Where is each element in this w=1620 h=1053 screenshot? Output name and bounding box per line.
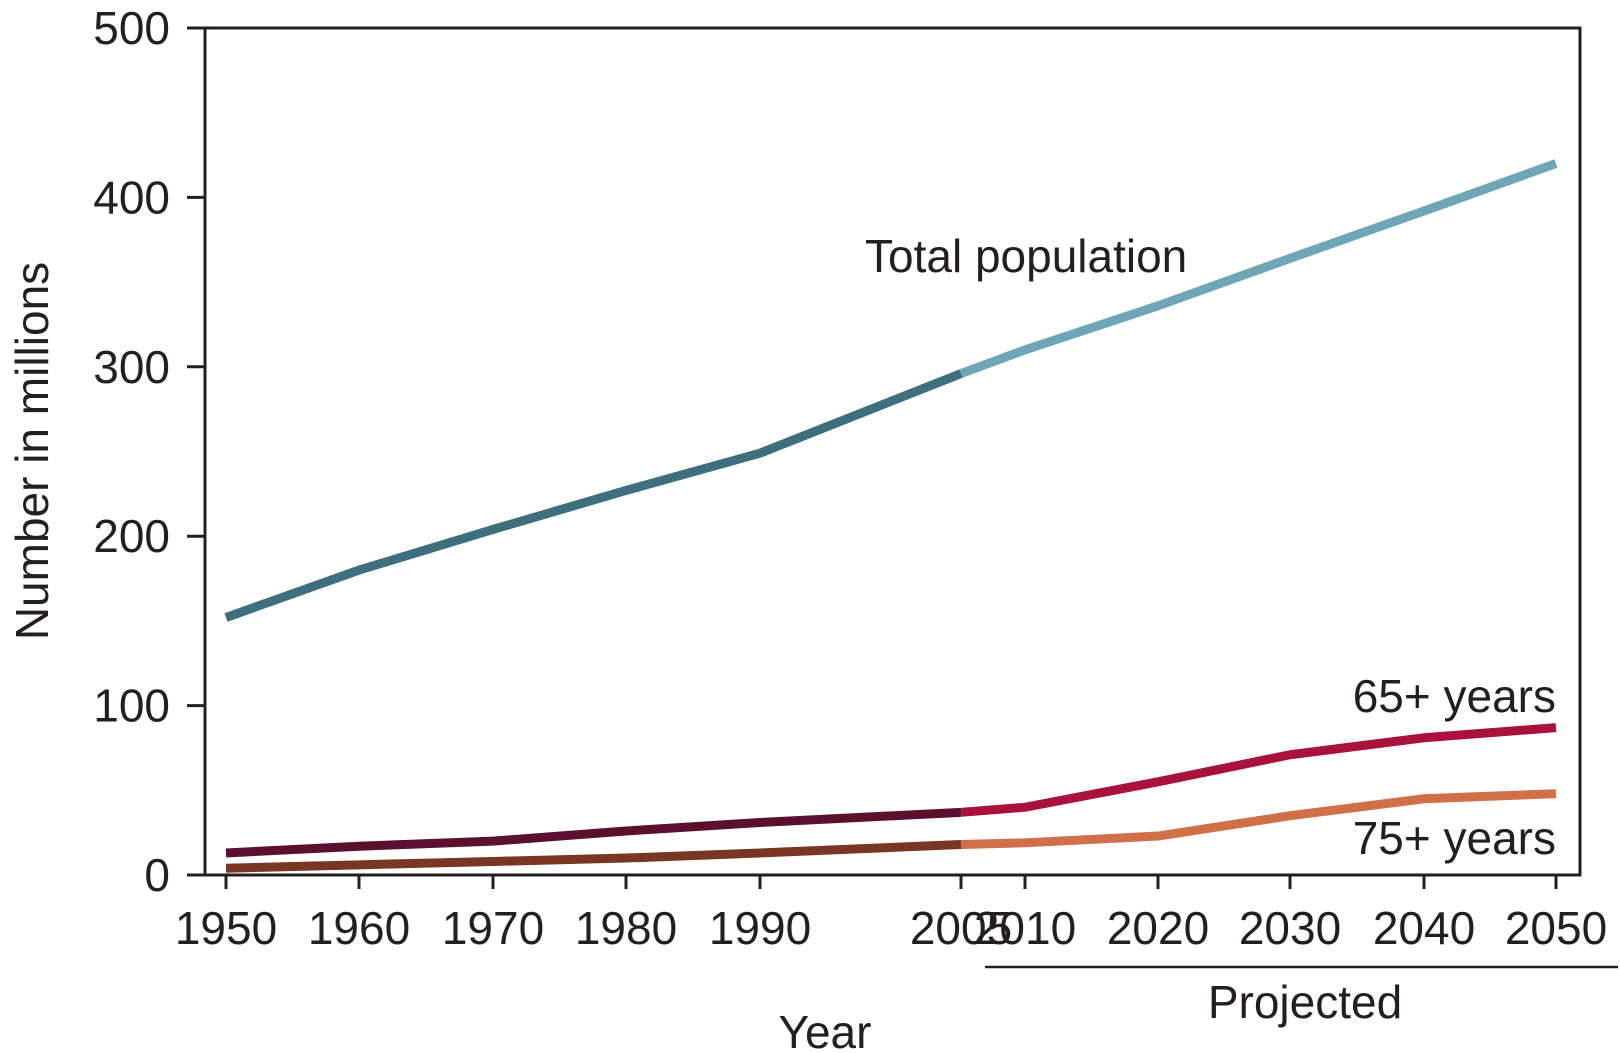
series-line-historical-65-plus-years: [225, 807, 962, 858]
x-tick-label: 2020: [1107, 902, 1209, 954]
series-line-historical-total-population: [224, 369, 963, 622]
x-tick-label: 1980: [575, 902, 677, 954]
x-axis-title: Year: [779, 1006, 872, 1053]
plot-frame: [203, 26, 1582, 877]
series-line-projected-75-plus-years: [960, 789, 1557, 850]
y-axis-title: Number in millions: [6, 262, 58, 640]
y-tick-label: 300: [93, 341, 170, 393]
y-tick-label: 400: [93, 171, 170, 223]
series-label-65-plus-years: 65+ years: [1353, 670, 1556, 722]
y-tick-label: 500: [93, 2, 170, 54]
y-axis-ticks: 0 100 200 300 400 500: [93, 2, 205, 901]
x-tick-label: 1990: [709, 902, 811, 954]
x-tick-label: 2050: [1505, 902, 1607, 954]
series-line-projected-65-plus-years: [960, 723, 1557, 817]
projected-label: Projected: [1208, 976, 1402, 1028]
y-tick-label: 200: [93, 510, 170, 562]
x-tick-label: 2040: [1373, 902, 1475, 954]
x-tick-label: 1960: [308, 902, 410, 954]
series-layer: [224, 159, 1558, 873]
x-tick-label: 2030: [1239, 902, 1341, 954]
series-label-total-population: Total population: [865, 230, 1187, 282]
series-line-projected-total-population: [959, 159, 1558, 378]
series-label-75-plus-years: 75+ years: [1353, 812, 1556, 864]
x-tick-label: 1970: [442, 902, 544, 954]
x-tick-label: 2005: [910, 902, 1012, 954]
series-line-historical-75-plus-years: [225, 840, 962, 873]
x-tick-label: 2010: [974, 902, 1076, 954]
x-tick-label: 1950: [175, 902, 277, 954]
y-tick-label: 100: [93, 680, 170, 732]
y-tick-label: 0: [144, 849, 170, 901]
